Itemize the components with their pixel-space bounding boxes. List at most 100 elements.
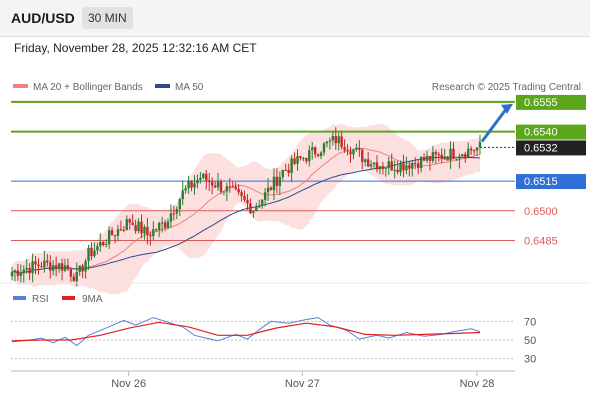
moving-averages: [11, 148, 481, 274]
candle: [378, 165, 382, 175]
candle: [252, 211, 255, 218]
candle: [63, 258, 67, 273]
candle: [190, 180, 193, 192]
candle: [84, 258, 87, 279]
level-label-0.6500: 0.6500: [524, 206, 558, 218]
candle: [25, 259, 28, 274]
candle: [205, 169, 208, 190]
candle: [266, 178, 270, 201]
candle: [37, 258, 40, 275]
rsi-ma-legend-swatch: [62, 296, 75, 300]
candle: [334, 127, 337, 150]
credit-text: Research © 2025 Trading Central: [432, 82, 581, 93]
candle: [272, 168, 276, 201]
candle: [246, 194, 249, 210]
candle: [325, 140, 329, 148]
candle: [143, 224, 146, 240]
candle: [178, 197, 181, 217]
candle: [107, 226, 111, 250]
candle: [104, 239, 108, 248]
candle: [72, 273, 76, 282]
candle: [352, 148, 355, 160]
candle: [416, 159, 420, 175]
candle: [175, 206, 179, 220]
candle: [60, 258, 64, 281]
rsi-ma-legend-label: 9MA: [82, 294, 103, 305]
candle: [396, 160, 399, 175]
timeframe-badge[interactable]: 30 MIN: [82, 7, 133, 29]
candle: [34, 255, 37, 275]
candle: [110, 226, 114, 236]
candle: [222, 190, 226, 196]
candle: [281, 169, 284, 181]
candle: [284, 163, 287, 171]
candle: [49, 255, 52, 279]
timestamp: Friday, November 28, 2025 12:32:16 AM CE…: [14, 41, 257, 55]
candle: [231, 181, 234, 188]
bollinger-band: [12, 123, 480, 295]
candle: [131, 214, 134, 226]
candle: [316, 153, 320, 158]
candle: [258, 199, 261, 209]
price-levels: [11, 100, 515, 241]
level-label-0.6540: 0.6540: [524, 127, 558, 139]
candle: [472, 149, 476, 156]
candle: [152, 221, 155, 241]
candle: [196, 174, 199, 189]
candle: [160, 216, 164, 233]
candle: [93, 242, 96, 258]
candle: [52, 260, 55, 276]
x-axis: Nov 26 Nov 27 Nov 28: [111, 371, 494, 390]
candle: [346, 144, 349, 156]
candle: [237, 184, 240, 196]
candle: [469, 146, 473, 155]
level-label-0.6485: 0.6485: [524, 235, 558, 247]
candle: [414, 157, 417, 169]
candle: [381, 161, 385, 175]
candle: [372, 162, 376, 169]
ma20-line: [11, 148, 481, 274]
candle: [361, 147, 364, 170]
chart-header: AUD/USD 30 MIN: [0, 0, 590, 37]
candle: [240, 189, 243, 202]
candle: [78, 265, 81, 276]
candle: [311, 141, 314, 160]
candle: [225, 182, 229, 202]
candle: [402, 154, 405, 178]
candle: [293, 152, 296, 166]
candle: [13, 269, 17, 282]
candle: [296, 149, 299, 171]
rsi-ma-line: [11, 321, 481, 342]
candle: [337, 132, 340, 151]
forecast-arrow: [480, 103, 513, 143]
candle: [437, 151, 440, 162]
candle: [75, 262, 78, 287]
candle: [243, 190, 246, 203]
candle: [46, 254, 49, 267]
ma50-line: [11, 156, 481, 274]
candle: [16, 263, 20, 281]
candle: [366, 151, 370, 168]
candle: [364, 158, 367, 167]
candle: [269, 186, 273, 191]
candle: [440, 148, 443, 164]
candle: [408, 161, 411, 177]
candle: [249, 198, 252, 214]
candle: [452, 142, 455, 160]
candle: [128, 217, 131, 230]
rsi-tick-30: 30: [524, 354, 536, 366]
candle: [478, 134, 482, 155]
candle: [22, 265, 25, 283]
candle: [28, 263, 31, 281]
candle: [425, 150, 429, 163]
candle: [219, 179, 223, 195]
candle: [172, 205, 176, 221]
candle: [375, 155, 379, 173]
current-price-tag: [516, 140, 586, 156]
level-labels: 0.6555 0.6540 0.6515 0.6500 0.6485 0.6532: [480, 94, 586, 247]
candle: [140, 214, 143, 239]
candle: [399, 160, 402, 176]
candle: [116, 224, 120, 242]
candle: [431, 145, 435, 164]
candle: [57, 262, 61, 273]
